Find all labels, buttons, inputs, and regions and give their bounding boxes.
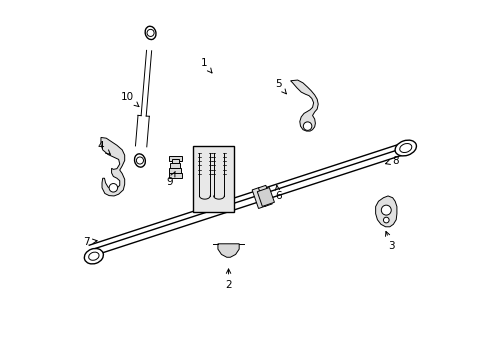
Polygon shape — [218, 244, 239, 257]
Text: 5: 5 — [274, 79, 286, 94]
Ellipse shape — [84, 248, 103, 264]
Text: 3: 3 — [385, 231, 394, 251]
Ellipse shape — [399, 144, 411, 153]
Circle shape — [109, 184, 118, 192]
Text: 8: 8 — [385, 156, 398, 166]
Bar — [170, 163, 180, 168]
Bar — [169, 156, 182, 161]
Bar — [257, 188, 274, 206]
Text: 4: 4 — [98, 141, 110, 154]
Bar — [169, 173, 182, 177]
Circle shape — [381, 205, 390, 215]
Text: 1: 1 — [200, 58, 211, 73]
Bar — [252, 188, 265, 208]
Text: 10: 10 — [121, 92, 139, 107]
Bar — [258, 185, 272, 206]
Circle shape — [147, 30, 154, 36]
Text: 9: 9 — [166, 171, 175, 187]
Circle shape — [136, 157, 143, 164]
Ellipse shape — [394, 140, 416, 156]
Ellipse shape — [134, 154, 145, 167]
Polygon shape — [101, 138, 124, 196]
Polygon shape — [375, 196, 396, 227]
Text: 7: 7 — [83, 237, 97, 247]
Circle shape — [383, 217, 388, 223]
Text: 2: 2 — [225, 269, 231, 289]
Bar — [169, 168, 181, 172]
Circle shape — [303, 122, 311, 130]
Ellipse shape — [145, 26, 156, 40]
Polygon shape — [290, 80, 318, 131]
Bar — [171, 159, 179, 163]
Bar — [193, 146, 233, 212]
Text: 6: 6 — [274, 185, 281, 201]
Ellipse shape — [88, 252, 99, 260]
